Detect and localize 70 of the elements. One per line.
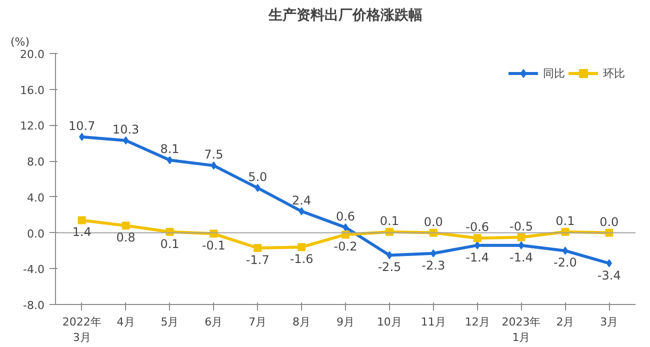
x-tick-label: 6月 <box>204 316 223 328</box>
data-label: 0.1 <box>380 214 399 228</box>
data-label: 0.6 <box>336 209 356 224</box>
data-label: -0.1 <box>202 238 226 253</box>
point <box>606 259 612 268</box>
y-tick-label: 8.0 <box>27 156 45 169</box>
y-tick-label: 20.0 <box>20 48 45 61</box>
chart-title: 生产资料出厂价格涨跌幅 <box>268 6 422 24</box>
point <box>474 241 480 250</box>
x-tick-label: 4月 <box>116 316 135 328</box>
y-tick-label: 0.0 <box>27 227 45 240</box>
point <box>517 233 526 242</box>
x-tick-label: 12月 <box>464 316 490 328</box>
point <box>78 216 86 224</box>
point <box>79 132 85 141</box>
legend-label: 环比 <box>603 66 625 80</box>
data-label: 1.4 <box>72 225 92 240</box>
data-label: 0.0 <box>600 214 619 229</box>
point <box>473 234 482 242</box>
data-label: -2.5 <box>378 260 402 274</box>
data-label: 5.0 <box>248 170 268 184</box>
x-tick-label: 2022年 3月 <box>62 316 102 344</box>
x-tick-label: 3月 <box>600 316 618 328</box>
data-label: -1.4 <box>510 250 533 264</box>
point <box>122 222 130 230</box>
data-label: 0.0 <box>424 214 443 229</box>
x-tick-label: 9月 <box>336 316 354 328</box>
data-label: 0.8 <box>116 230 136 245</box>
data-label: 7.5 <box>204 148 224 162</box>
data-label: 0.1 <box>556 214 575 228</box>
data-label: -1.7 <box>246 253 270 268</box>
data-label: -1.4 <box>466 250 490 264</box>
x-tick-label: 10月 <box>376 316 402 328</box>
point <box>122 136 129 144</box>
point <box>562 246 568 255</box>
y-tick-label: 16.0 <box>20 84 45 97</box>
data-label: 8.1 <box>160 142 180 156</box>
x-tick-label: 7月 <box>248 316 267 328</box>
x-tick-label: 2023年 1月 <box>502 316 541 344</box>
legend-label: 同比 <box>543 66 565 80</box>
point <box>298 243 306 252</box>
data-label: 2.4 <box>292 193 312 208</box>
data-label: -2.0 <box>553 256 577 270</box>
data-label: -3.4 <box>597 268 621 282</box>
point <box>430 249 436 258</box>
y-tick-label: -4.0 <box>23 263 45 276</box>
x-tick-label: 5月 <box>160 316 179 328</box>
point <box>342 223 348 232</box>
data-label: -2.3 <box>422 258 446 272</box>
data-label: 10.3 <box>112 122 140 136</box>
data-label: 10.7 <box>68 118 96 133</box>
x-tick-label: 11月 <box>420 316 446 328</box>
point <box>298 207 304 216</box>
y-axis-title: (%) <box>10 36 30 48</box>
y-tick-label: 4.0 <box>27 191 45 204</box>
point <box>254 244 262 252</box>
data-label: -0.2 <box>334 240 358 254</box>
data-label: -1.6 <box>290 252 314 266</box>
data-label: -0.6 <box>466 220 490 234</box>
y-tick-label: -8.0 <box>23 299 45 312</box>
x-tick-label: 8月 <box>292 316 311 328</box>
point <box>166 156 173 164</box>
point <box>518 241 524 250</box>
y-tick-label: 12.0 <box>20 120 45 133</box>
data-label: -0.5 <box>510 219 533 234</box>
point <box>254 184 260 192</box>
point <box>210 162 217 170</box>
x-tick-label: 2月 <box>556 316 574 328</box>
point <box>386 251 392 260</box>
data-label: 0.1 <box>160 236 180 251</box>
